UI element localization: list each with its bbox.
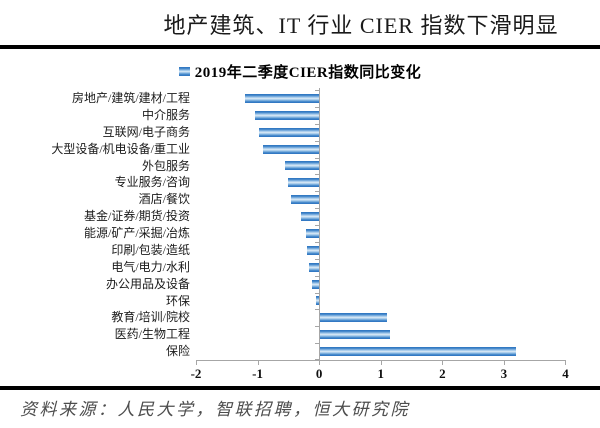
y-axis-tick — [315, 326, 320, 328]
category-label: 医药/生物工程 — [114, 327, 190, 342]
bar — [319, 330, 390, 340]
bar — [291, 195, 320, 205]
source-note: 资料来源：人民大学，智联招聘，恒大研究院 — [20, 400, 410, 419]
top-divider — [0, 45, 600, 49]
bar — [300, 212, 320, 222]
y-axis-tick — [315, 123, 320, 125]
bar — [258, 127, 320, 137]
y-axis-tick — [315, 241, 320, 243]
x-axis-tick-label: 4 — [562, 366, 569, 381]
category-label: 电气/电力/水利 — [111, 259, 190, 274]
x-axis-tick — [319, 360, 321, 365]
y-axis-tick — [315, 157, 320, 159]
x-axis-tick — [257, 360, 259, 365]
bar — [319, 313, 387, 323]
x-axis-tick-label: 0 — [315, 366, 323, 381]
legend-label: 2019年二季度CIER指数同比变化 — [194, 65, 422, 81]
category-label: 保险 — [165, 344, 190, 359]
chart-legend: 2019年二季度CIER指数同比变化 — [0, 61, 600, 82]
category-label: 外包服务 — [141, 158, 190, 173]
y-axis-tick — [315, 174, 320, 176]
category-label: 办公用品及设备 — [105, 276, 190, 291]
y-axis-tick — [315, 225, 320, 226]
bar — [262, 144, 320, 154]
y-axis-tick — [315, 140, 320, 142]
x-axis-tick — [196, 360, 197, 365]
category-label: 互联网/电子商务 — [102, 124, 190, 139]
x-axis-tick-label: -1 — [252, 366, 263, 381]
bottom-divider — [0, 386, 600, 390]
bar — [311, 279, 320, 289]
figure-title: 地产建筑、IT 行业 CIER 指数下滑明显 — [163, 13, 559, 38]
y-axis-tick — [315, 292, 320, 294]
x-axis-tick-label: 3 — [500, 366, 508, 381]
category-label: 教育/培训/院校 — [111, 310, 190, 325]
category-label: 环保 — [165, 293, 190, 308]
bar — [245, 93, 320, 103]
y-axis — [319, 88, 321, 361]
bar — [308, 262, 320, 272]
bar — [285, 161, 320, 171]
category-label: 专业服务/咨询 — [114, 175, 190, 190]
bar — [316, 296, 320, 306]
category-label: 房地产/建筑/建材/工程 — [71, 91, 190, 105]
y-axis-tick — [315, 275, 320, 277]
x-axis-tick-label: 2 — [439, 366, 446, 381]
category-label: 基金/证券/期货/投资 — [83, 209, 190, 224]
x-axis-tick — [380, 360, 382, 365]
y-axis-tick — [315, 191, 320, 193]
category-label: 能源/矿产/采掘/冶炼 — [83, 226, 190, 240]
category-label: 大型设备/机电设备/重工业 — [51, 141, 190, 156]
bar — [306, 245, 320, 255]
y-axis-tick — [315, 258, 320, 260]
x-axis-tick — [503, 360, 505, 365]
y-axis-tick — [315, 90, 320, 91]
bar-chart: 房地产/建筑/建材/工程中介服务互联网/电子商务大型设备/机电设备/重工业外包服… — [0, 88, 600, 386]
x-axis-tick-label: 1 — [377, 366, 384, 381]
x-axis-tick-label: -2 — [190, 366, 202, 381]
bar — [288, 178, 320, 188]
legend-blue-square-icon — [178, 67, 190, 76]
bar — [319, 347, 517, 357]
category-label: 中介服务 — [141, 107, 190, 122]
category-label: 印刷/包装/造纸 — [111, 242, 190, 257]
y-axis-tick — [315, 359, 320, 360]
x-axis-tick — [442, 360, 444, 365]
x-axis-tick — [565, 360, 567, 365]
bar — [254, 110, 320, 120]
y-axis-tick — [315, 309, 320, 311]
y-axis-tick — [315, 106, 320, 108]
y-axis-tick — [315, 343, 320, 345]
y-axis-tick — [315, 208, 320, 210]
bar — [305, 228, 320, 238]
category-label: 酒店/餐饮 — [138, 192, 190, 207]
